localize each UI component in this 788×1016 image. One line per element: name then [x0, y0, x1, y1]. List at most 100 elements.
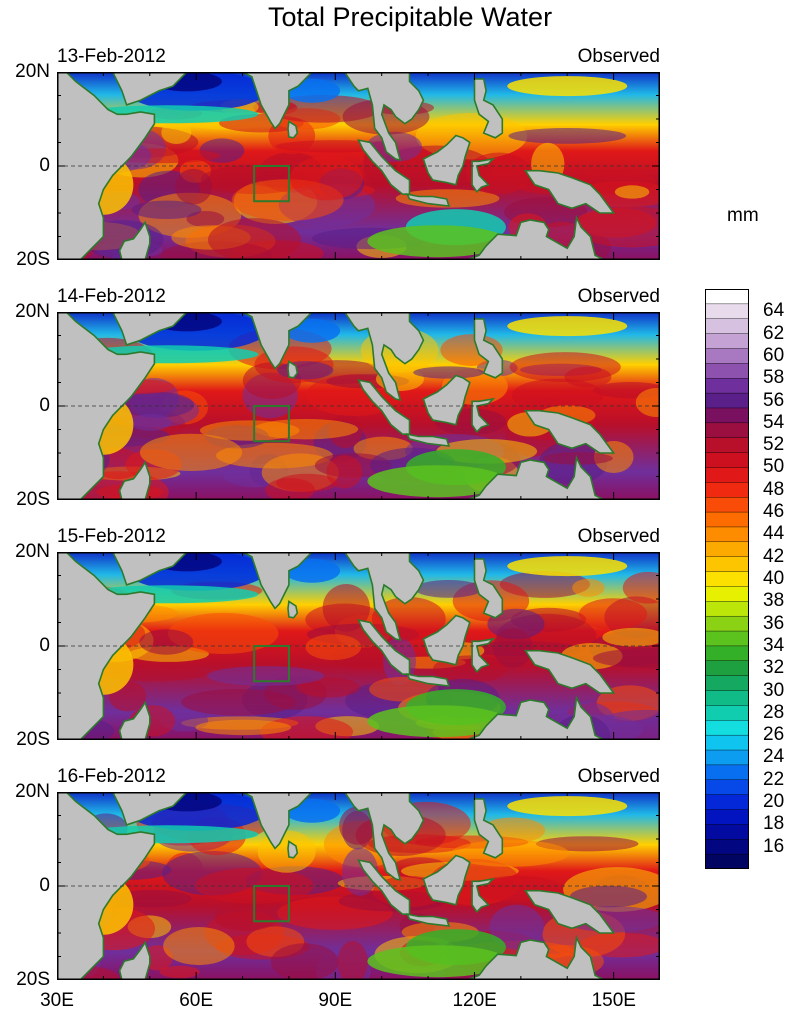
land-mass	[357, 138, 411, 195]
land-mass	[118, 700, 151, 740]
tpw-map-panel-1	[57, 72, 660, 260]
panel-date-label: 14-Feb-2012	[57, 286, 166, 307]
analysis-box	[253, 645, 290, 683]
moisture-blob	[139, 629, 194, 655]
land-mass	[471, 157, 496, 194]
moisture-blob	[337, 941, 368, 980]
lat-tick-label: 0	[39, 155, 50, 176]
land-mass	[473, 558, 504, 619]
moisture-blob	[602, 627, 660, 647]
colorbar-swatch	[705, 675, 749, 692]
analysis-box	[253, 885, 290, 923]
colorbar-swatch	[705, 690, 749, 707]
colorbar-swatch	[705, 348, 749, 365]
moisture-blob	[569, 885, 647, 908]
land-mass	[57, 792, 156, 980]
colorbar-swatch	[705, 645, 749, 662]
moisture-blob	[493, 628, 533, 668]
moisture-blob	[120, 391, 195, 418]
land-mass	[79, 72, 188, 106]
moisture-blob	[276, 473, 338, 493]
analysis-box	[253, 165, 290, 203]
colorbar-label: 22	[763, 768, 785, 790]
moisture-blob	[163, 927, 235, 966]
moisture-blob	[395, 189, 500, 208]
land-mass	[228, 792, 314, 850]
moisture-blob	[114, 889, 192, 908]
colorbar-swatch	[705, 526, 749, 543]
land-mass	[287, 840, 299, 859]
moisture-blob	[574, 206, 660, 248]
moisture-blob	[130, 413, 172, 431]
colorbar-label: 36	[763, 612, 785, 634]
moisture-blob	[592, 648, 660, 669]
land-mass	[471, 877, 496, 914]
colorbar-swatch	[705, 720, 749, 736]
colorbar-swatch	[705, 794, 749, 811]
colorbar-swatch	[705, 392, 749, 409]
colorbar-label: 16	[763, 835, 785, 857]
moisture-blob	[199, 420, 300, 441]
dry-region	[367, 705, 508, 738]
colorbar-swatch	[705, 660, 749, 677]
lat-tick-label: 0	[39, 395, 50, 416]
land-mass	[357, 618, 411, 675]
moisture-blob	[508, 128, 627, 144]
colorbar-label: 40	[763, 568, 785, 589]
moisture-blob	[207, 218, 302, 260]
lat-tick-label: 20N	[15, 541, 50, 562]
dry-region	[507, 76, 628, 97]
land-mass	[287, 120, 299, 139]
land-mass	[287, 360, 299, 379]
colorbar-swatch	[705, 809, 749, 826]
panel-type-label: Observed	[577, 766, 660, 787]
moisture-blob	[257, 830, 316, 873]
colorbar-label: 54	[763, 411, 785, 433]
colorbar-label: 56	[763, 389, 785, 411]
moisture-blob	[296, 677, 360, 698]
land-mass	[471, 637, 496, 674]
colorbar-swatch	[705, 705, 749, 721]
colorbar-swatch	[705, 289, 749, 305]
colorbar-swatch	[705, 615, 749, 632]
moisture-blob	[450, 839, 570, 867]
lat-tick-label: 0	[39, 635, 50, 656]
moisture-blob	[207, 666, 325, 686]
moisture-blob	[289, 156, 363, 201]
tpw-map-panel-4	[57, 792, 660, 980]
colorbar-swatch	[705, 839, 749, 855]
chart-title: Total Precipitable Water	[267, 2, 553, 32]
colorbar-label: 30	[763, 679, 785, 701]
lat-tick-label: 20N	[15, 301, 50, 322]
lat-tick-label: 20S	[16, 969, 50, 990]
colorbar-swatch	[705, 378, 749, 394]
land-mass	[57, 552, 156, 740]
land-mass	[79, 792, 188, 826]
land-mass	[357, 858, 411, 915]
colorbar-label: 62	[763, 322, 785, 344]
land-mass	[405, 193, 451, 207]
land-mass	[524, 649, 616, 694]
colorbar-swatch	[705, 734, 749, 751]
lat-tick-label: 0	[39, 875, 50, 896]
land-mass	[422, 614, 471, 666]
land-mass	[422, 134, 471, 186]
colorbar-swatch	[705, 482, 749, 498]
units-label: mm	[727, 205, 759, 226]
moisture-blob	[489, 904, 544, 950]
colorbar-swatch	[705, 853, 749, 869]
moisture-blob	[414, 579, 483, 598]
moisture-blob	[339, 806, 377, 845]
land-mass	[228, 312, 314, 370]
panel-type-label: Observed	[577, 46, 660, 67]
moisture-blob	[270, 943, 339, 980]
land-mass	[343, 792, 425, 881]
land-mass	[422, 374, 471, 426]
land-mass	[118, 940, 151, 980]
moisture-blob	[186, 210, 225, 228]
colorbar-swatch	[705, 452, 749, 469]
colorbar-swatch	[705, 467, 749, 484]
dry-region	[507, 316, 628, 337]
panel-date-label: 16-Feb-2012	[57, 766, 166, 787]
moisture-blob	[564, 366, 612, 388]
